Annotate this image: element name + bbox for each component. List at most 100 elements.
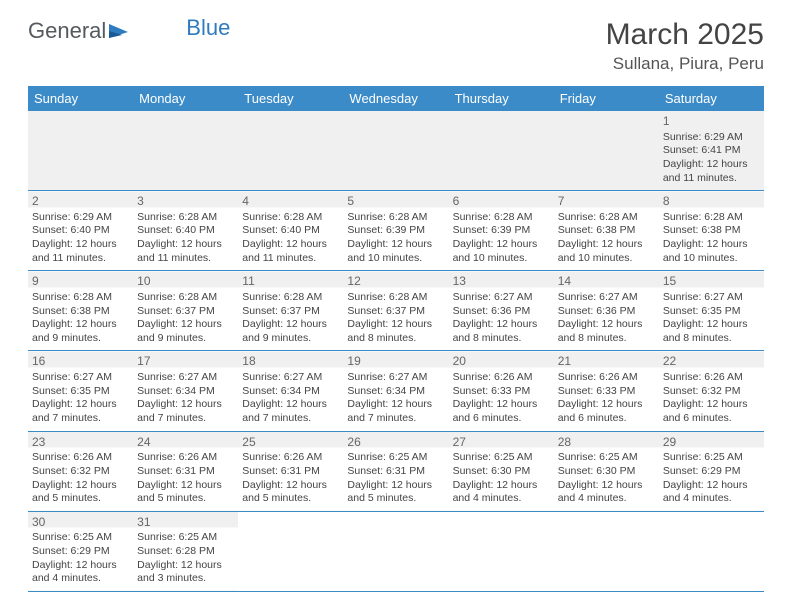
day-number: 28: [558, 435, 655, 451]
sunset-text: Sunset: 6:33 PM: [558, 385, 655, 399]
day-header: Tuesday: [238, 86, 343, 111]
sunrise-text: Sunrise: 6:27 AM: [453, 291, 550, 305]
calendar-day-cell: 11Sunrise: 6:28 AMSunset: 6:37 PMDayligh…: [238, 271, 343, 351]
sunset-text: Sunset: 6:31 PM: [347, 465, 444, 479]
sunrise-text: Sunrise: 6:28 AM: [137, 291, 234, 305]
calendar-day-cell: 12Sunrise: 6:28 AMSunset: 6:37 PMDayligh…: [343, 271, 448, 351]
calendar-day-cell: 4Sunrise: 6:28 AMSunset: 6:40 PMDaylight…: [238, 191, 343, 271]
daylight-text: Daylight: 12 hours and 9 minutes.: [242, 318, 339, 345]
calendar-empty-cell: [238, 511, 343, 591]
logo: General Blue: [28, 18, 230, 44]
calendar-day-cell: 3Sunrise: 6:28 AMSunset: 6:40 PMDaylight…: [133, 191, 238, 271]
sunset-text: Sunset: 6:33 PM: [453, 385, 550, 399]
calendar-empty-cell: [343, 111, 448, 191]
sunrise-text: Sunrise: 6:25 AM: [558, 451, 655, 465]
sunset-text: Sunset: 6:32 PM: [32, 465, 129, 479]
sunrise-text: Sunrise: 6:25 AM: [663, 451, 760, 465]
daylight-text: Daylight: 12 hours and 11 minutes.: [137, 238, 234, 265]
calendar-day-cell: 10Sunrise: 6:28 AMSunset: 6:37 PMDayligh…: [133, 271, 238, 351]
daylight-text: Daylight: 12 hours and 5 minutes.: [137, 479, 234, 506]
day-number: 31: [137, 515, 234, 531]
daylight-text: Daylight: 12 hours and 11 minutes.: [32, 238, 129, 265]
daylight-text: Daylight: 12 hours and 8 minutes.: [558, 318, 655, 345]
day-number: 14: [558, 274, 655, 290]
day-header: Thursday: [449, 86, 554, 111]
sunrise-text: Sunrise: 6:25 AM: [137, 531, 234, 545]
calendar-day-cell: 5Sunrise: 6:28 AMSunset: 6:39 PMDaylight…: [343, 191, 448, 271]
day-number: 26: [347, 435, 444, 451]
day-number: 5: [347, 194, 444, 210]
sunset-text: Sunset: 6:29 PM: [663, 465, 760, 479]
day-number: 9: [32, 274, 129, 290]
day-header: Friday: [554, 86, 659, 111]
calendar-day-cell: 8Sunrise: 6:28 AMSunset: 6:38 PMDaylight…: [659, 191, 764, 271]
calendar-week-row: 23Sunrise: 6:26 AMSunset: 6:32 PMDayligh…: [28, 431, 764, 511]
daylight-text: Daylight: 12 hours and 4 minutes.: [453, 479, 550, 506]
sunset-text: Sunset: 6:32 PM: [663, 385, 760, 399]
sunset-text: Sunset: 6:41 PM: [663, 144, 760, 158]
calendar-day-cell: 20Sunrise: 6:26 AMSunset: 6:33 PMDayligh…: [449, 351, 554, 431]
day-number: 30: [32, 515, 129, 531]
day-number: 7: [558, 194, 655, 210]
daylight-text: Daylight: 12 hours and 8 minutes.: [663, 318, 760, 345]
sunset-text: Sunset: 6:29 PM: [32, 545, 129, 559]
sunrise-text: Sunrise: 6:28 AM: [242, 291, 339, 305]
sunrise-text: Sunrise: 6:28 AM: [242, 211, 339, 225]
sunrise-text: Sunrise: 6:28 AM: [558, 211, 655, 225]
sunset-text: Sunset: 6:36 PM: [453, 305, 550, 319]
day-number: 22: [663, 354, 760, 370]
daylight-text: Daylight: 12 hours and 11 minutes.: [663, 158, 760, 185]
sunrise-text: Sunrise: 6:28 AM: [453, 211, 550, 225]
calendar-empty-cell: [449, 111, 554, 191]
calendar-empty-cell: [343, 511, 448, 591]
day-number: 8: [663, 194, 760, 210]
daylight-text: Daylight: 12 hours and 4 minutes.: [32, 559, 129, 586]
calendar-day-cell: 2Sunrise: 6:29 AMSunset: 6:40 PMDaylight…: [28, 191, 133, 271]
sunrise-text: Sunrise: 6:26 AM: [242, 451, 339, 465]
daylight-text: Daylight: 12 hours and 8 minutes.: [453, 318, 550, 345]
day-number: 6: [453, 194, 550, 210]
sunset-text: Sunset: 6:39 PM: [453, 224, 550, 238]
day-number: 24: [137, 435, 234, 451]
logo-flag-icon: [108, 22, 132, 40]
daylight-text: Daylight: 12 hours and 7 minutes.: [347, 398, 444, 425]
header: General Blue March 2025 Sullana, Piura, …: [28, 18, 764, 74]
calendar-day-cell: 15Sunrise: 6:27 AMSunset: 6:35 PMDayligh…: [659, 271, 764, 351]
calendar-day-cell: 21Sunrise: 6:26 AMSunset: 6:33 PMDayligh…: [554, 351, 659, 431]
sunset-text: Sunset: 6:40 PM: [137, 224, 234, 238]
calendar-day-cell: 18Sunrise: 6:27 AMSunset: 6:34 PMDayligh…: [238, 351, 343, 431]
calendar-day-cell: 6Sunrise: 6:28 AMSunset: 6:39 PMDaylight…: [449, 191, 554, 271]
sunrise-text: Sunrise: 6:25 AM: [32, 531, 129, 545]
calendar-day-cell: 7Sunrise: 6:28 AMSunset: 6:38 PMDaylight…: [554, 191, 659, 271]
day-number: 25: [242, 435, 339, 451]
daylight-text: Daylight: 12 hours and 9 minutes.: [137, 318, 234, 345]
calendar-day-cell: 16Sunrise: 6:27 AMSunset: 6:35 PMDayligh…: [28, 351, 133, 431]
calendar-day-cell: 14Sunrise: 6:27 AMSunset: 6:36 PMDayligh…: [554, 271, 659, 351]
sunset-text: Sunset: 6:37 PM: [137, 305, 234, 319]
daylight-text: Daylight: 12 hours and 3 minutes.: [137, 559, 234, 586]
day-number: 16: [32, 354, 129, 370]
calendar-day-cell: 23Sunrise: 6:26 AMSunset: 6:32 PMDayligh…: [28, 431, 133, 511]
sunset-text: Sunset: 6:35 PM: [32, 385, 129, 399]
sunrise-text: Sunrise: 6:26 AM: [663, 371, 760, 385]
daylight-text: Daylight: 12 hours and 5 minutes.: [242, 479, 339, 506]
sunset-text: Sunset: 6:40 PM: [32, 224, 129, 238]
day-number: 27: [453, 435, 550, 451]
daylight-text: Daylight: 12 hours and 5 minutes.: [32, 479, 129, 506]
calendar-day-cell: 30Sunrise: 6:25 AMSunset: 6:29 PMDayligh…: [28, 511, 133, 591]
sunset-text: Sunset: 6:37 PM: [347, 305, 444, 319]
day-number: 19: [347, 354, 444, 370]
sunrise-text: Sunrise: 6:26 AM: [32, 451, 129, 465]
logo-text-1: General: [28, 18, 106, 44]
calendar-empty-cell: [28, 111, 133, 191]
sunset-text: Sunset: 6:38 PM: [663, 224, 760, 238]
sunrise-text: Sunrise: 6:26 AM: [453, 371, 550, 385]
calendar-week-row: 2Sunrise: 6:29 AMSunset: 6:40 PMDaylight…: [28, 191, 764, 271]
calendar-day-cell: 25Sunrise: 6:26 AMSunset: 6:31 PMDayligh…: [238, 431, 343, 511]
day-number: 4: [242, 194, 339, 210]
day-header: Wednesday: [343, 86, 448, 111]
sunrise-text: Sunrise: 6:25 AM: [453, 451, 550, 465]
sunset-text: Sunset: 6:34 PM: [347, 385, 444, 399]
daylight-text: Daylight: 12 hours and 8 minutes.: [347, 318, 444, 345]
calendar-week-row: 9Sunrise: 6:28 AMSunset: 6:38 PMDaylight…: [28, 271, 764, 351]
